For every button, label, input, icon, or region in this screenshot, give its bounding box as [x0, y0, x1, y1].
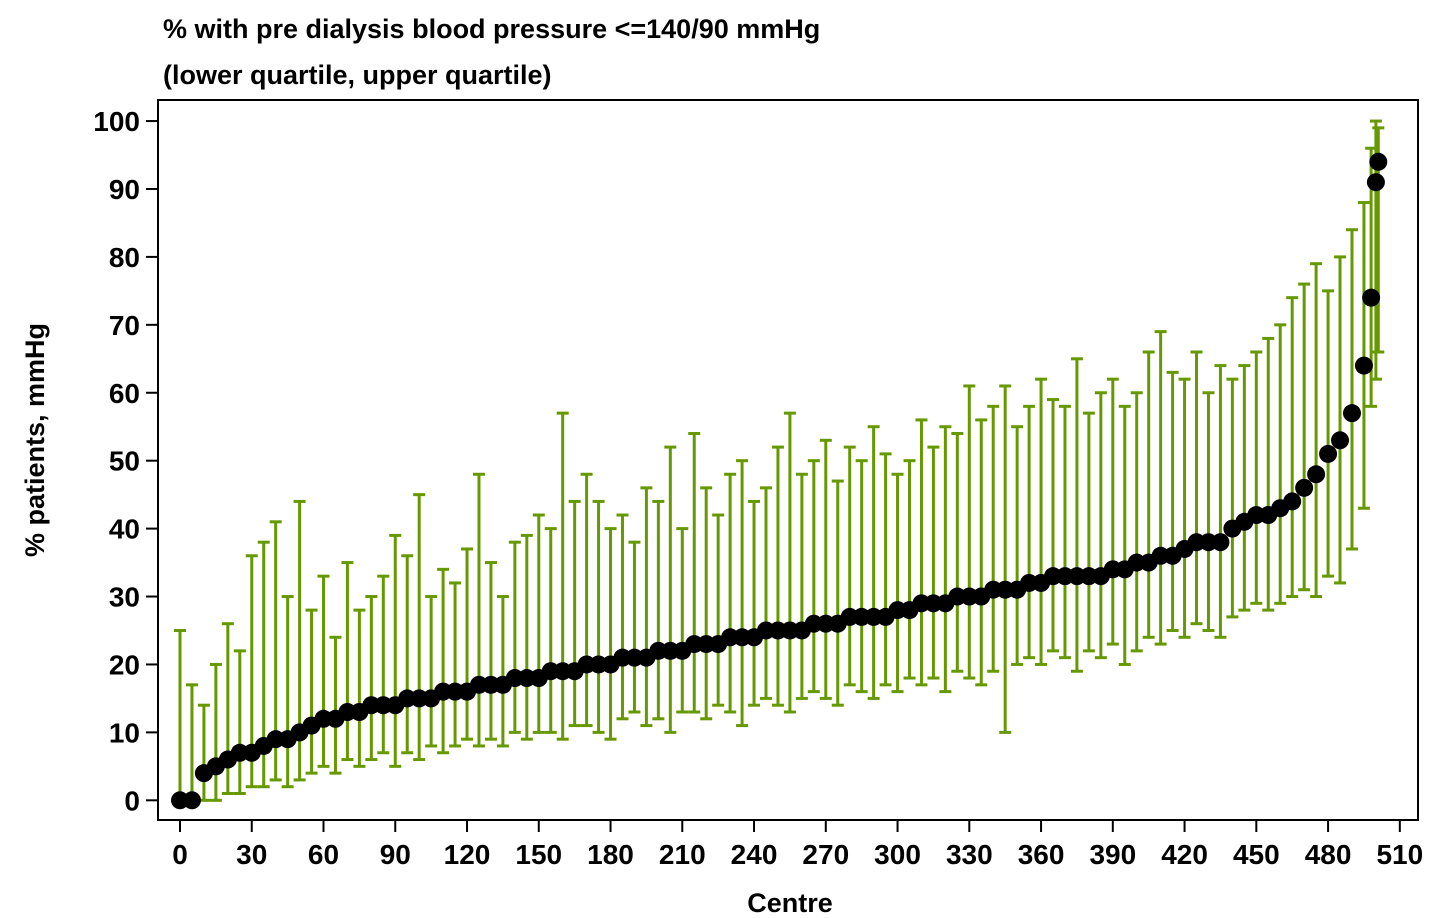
x-tick-label: 450 [1233, 839, 1280, 870]
chart-title: % with pre dialysis blood pressure <=140… [163, 14, 820, 44]
point [1295, 478, 1314, 497]
y-tick-label: 20 [109, 649, 140, 680]
y-tick-label: 80 [109, 242, 140, 273]
y-tick-label: 70 [109, 310, 140, 341]
y-tick-label: 0 [124, 785, 140, 816]
x-tick-label: 30 [236, 839, 267, 870]
point [1342, 404, 1361, 423]
x-tick-label: 240 [731, 839, 778, 870]
point [1362, 288, 1381, 307]
point [1366, 173, 1385, 192]
x-tick-label: 270 [802, 839, 849, 870]
y-tick-label: 10 [109, 717, 140, 748]
y-tick-label: 60 [109, 378, 140, 409]
x-tick-label: 0 [172, 839, 188, 870]
x-tick-label: 510 [1376, 839, 1423, 870]
x-tick-label: 150 [515, 839, 562, 870]
x-tick-label: 330 [946, 839, 993, 870]
x-tick-label: 360 [1018, 839, 1065, 870]
point [1283, 492, 1302, 511]
y-tick-label: 50 [109, 446, 140, 477]
y-tick-label: 40 [109, 514, 140, 545]
y-axis-label: % patients, mmHg [20, 323, 50, 557]
chart-subtitle: (lower quartile, upper quartile) [163, 60, 552, 90]
y-tick-label: 90 [109, 174, 140, 205]
y-tick-label: 30 [109, 582, 140, 613]
x-tick-label: 300 [874, 839, 921, 870]
x-axis-label: Centre [747, 888, 833, 918]
point [1307, 465, 1326, 484]
x-tick-label: 210 [659, 839, 706, 870]
x-tick-label: 90 [380, 839, 411, 870]
x-tick-label: 480 [1305, 839, 1352, 870]
point [1211, 533, 1230, 552]
y-tick-label: 100 [93, 106, 140, 137]
x-tick-label: 390 [1089, 839, 1136, 870]
point [1354, 356, 1373, 375]
point [1369, 152, 1388, 171]
point [182, 791, 201, 810]
point [1319, 444, 1338, 463]
x-tick-label: 420 [1161, 839, 1208, 870]
x-tick-label: 60 [308, 839, 339, 870]
point [1331, 431, 1350, 450]
x-tick-label: 180 [587, 839, 634, 870]
x-tick-label: 120 [444, 839, 491, 870]
